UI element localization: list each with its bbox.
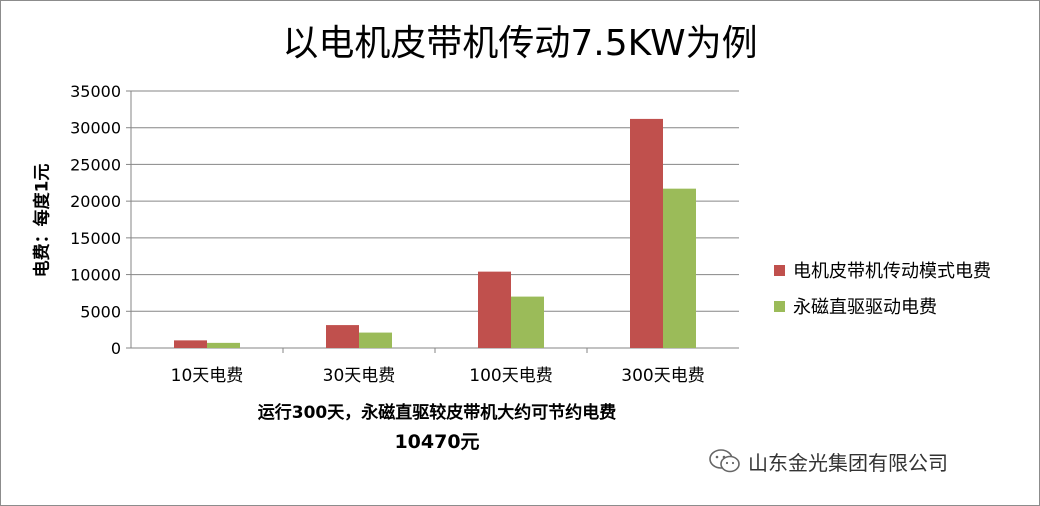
legend-item-series-2: 永磁直驱驱动电费 [774,288,991,324]
brand-watermark: 山东金光集团有限公司 [708,446,948,476]
savings-note: 运行300天，永磁直驱较皮带机大约可节约电费 [257,403,617,423]
bar-series-2-1 [359,332,392,348]
bar-series-1-1 [326,325,359,348]
x-tick-label: 30天电费 [323,366,396,386]
legend-swatch-series-1 [774,264,785,276]
legend-label-series-1: 电机皮带机传动模式电费 [793,261,991,282]
y-tick-label: 25000 [70,155,121,174]
y-tick-label: 35000 [70,82,121,101]
legend-item-series-1: 电机皮带机传动模式电费 [774,252,991,288]
y-tick-label: 5000 [80,302,121,321]
bar-series-1-2 [478,271,511,348]
x-tick-label: 10天电费 [171,366,244,386]
bar-series-1-3 [630,118,663,348]
wechat-icon [709,449,740,473]
x-tick-label: 100天电费 [469,366,552,386]
savings-amount: 10470元 [394,431,480,453]
y-tick-label: 30000 [70,119,121,138]
bar-series-2-2 [511,296,544,348]
bar-series-1-0 [174,340,207,348]
brand-label: 山东金光集团有限公司 [748,450,948,475]
bar-series-2-0 [207,342,240,348]
y-tick-label: 0 [111,339,121,358]
bar-series-2-3 [663,188,696,348]
x-tick-label: 300天电费 [621,366,704,386]
y-tick-label: 20000 [70,192,121,211]
legend-label-series-2: 永磁直驱驱动电费 [793,297,937,318]
legend: 电机皮带机传动模式电费 永磁直驱驱动电费 [774,252,991,324]
chart-title: 以电机皮带机传动7.5KW为例 [282,23,758,64]
y-tick-label: 15000 [70,229,121,248]
y-tick-label: 10000 [70,266,121,285]
legend-swatch-series-2 [774,300,785,312]
